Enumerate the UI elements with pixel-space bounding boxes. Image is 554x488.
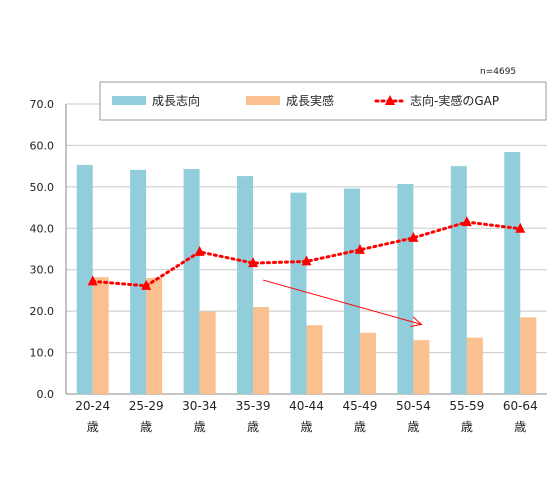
- sample-size-note: n=4695: [480, 67, 516, 77]
- y-tick-label: 10.0: [30, 347, 55, 360]
- bar-成長実感-30-34歳: [199, 311, 216, 394]
- x-tick-label: 25-29: [129, 399, 164, 413]
- legend-swatch-成長実感: [246, 96, 280, 105]
- bar-成長志向-40-44歳: [290, 192, 307, 394]
- legend-box: [99, 81, 547, 121]
- x-tick-label: 55-59: [449, 399, 484, 413]
- trend-arrow-line: [262, 279, 422, 325]
- marker-志向-実感のGAP-25-29歳: [141, 279, 152, 290]
- legend-swatch-成長志向: [112, 96, 146, 105]
- x-tick-label: 30-34: [182, 399, 217, 413]
- bar-成長実感-60-64歳: [520, 317, 537, 394]
- legend-label-志向-実感のGAP: 志向-実感のGAP: [410, 93, 499, 108]
- marker-志向-実感のGAP-50-54歳: [408, 231, 419, 242]
- bar-成長志向-35-39歳: [237, 176, 254, 394]
- marker-志向-実感のGAP-30-34歳: [194, 245, 205, 256]
- x-tick-label: 20-24: [75, 399, 110, 413]
- marker-志向-実感のGAP-20-24歳: [87, 275, 98, 286]
- bar-成長志向-60-64歳: [504, 152, 521, 394]
- bar-成長志向-45-49歳: [343, 188, 360, 394]
- x-tick-label: 40-44: [289, 399, 324, 413]
- x-tick-label: 歳: [354, 420, 366, 434]
- x-tick-label: 歳: [514, 420, 526, 434]
- y-tick-label: 50.0: [30, 181, 55, 194]
- y-tick-label: 30.0: [30, 264, 55, 277]
- bar-成長志向-55-59歳: [450, 166, 467, 394]
- legend-label-成長志向: 成長志向: [152, 93, 200, 108]
- bar-成長実感-40-44歳: [306, 325, 323, 394]
- y-tick-label: 20.0: [30, 305, 55, 318]
- x-tick-label: 歳: [407, 420, 419, 434]
- bar-成長実感-55-59歳: [466, 337, 483, 394]
- x-tick-label: 歳: [87, 420, 99, 434]
- y-tick-label: 60.0: [30, 139, 55, 152]
- y-tick-label: 40.0: [30, 222, 55, 235]
- marker-志向-実感のGAP-55-59歳: [461, 216, 472, 227]
- bar-成長志向-20-24歳: [76, 164, 93, 394]
- x-tick-label: 歳: [140, 420, 152, 434]
- bar-成長実感-35-39歳: [253, 307, 270, 394]
- marker-志向-実感のGAP-40-44歳: [301, 255, 312, 266]
- trend-arrow-head: [410, 316, 423, 328]
- x-tick-label: 歳: [247, 420, 259, 434]
- x-tick-label: 歳: [461, 420, 473, 434]
- bar-成長実感-45-49歳: [359, 332, 376, 394]
- bar-成長志向-25-29歳: [130, 169, 147, 394]
- bar-成長志向-30-34歳: [183, 169, 200, 394]
- x-tick-label: 45-49: [343, 399, 378, 413]
- legend-swatch-marker-志向-実感のGAP: [385, 95, 395, 105]
- x-tick-label: 35-39: [236, 399, 271, 413]
- x-tick-label: 歳: [300, 420, 312, 434]
- marker-志向-実感のGAP-60-64歳: [515, 222, 526, 233]
- bar-成長実感-25-29歳: [146, 278, 163, 394]
- bar-成長実感-50-54歳: [413, 340, 430, 394]
- legend-label-成長実感: 成長実感: [286, 93, 334, 108]
- bar-成長実感-20-24歳: [92, 277, 109, 394]
- bar-成長志向-50-54歳: [397, 183, 414, 394]
- x-tick-label: 50-54: [396, 399, 431, 413]
- x-tick-label: 歳: [194, 420, 206, 434]
- y-tick-label: 0.0: [37, 388, 55, 401]
- marker-志向-実感のGAP-35-39歳: [248, 257, 259, 268]
- marker-志向-実感のGAP-45-49歳: [354, 243, 365, 254]
- x-tick-label: 60-64: [503, 399, 538, 413]
- y-tick-label: 70.0: [30, 98, 55, 111]
